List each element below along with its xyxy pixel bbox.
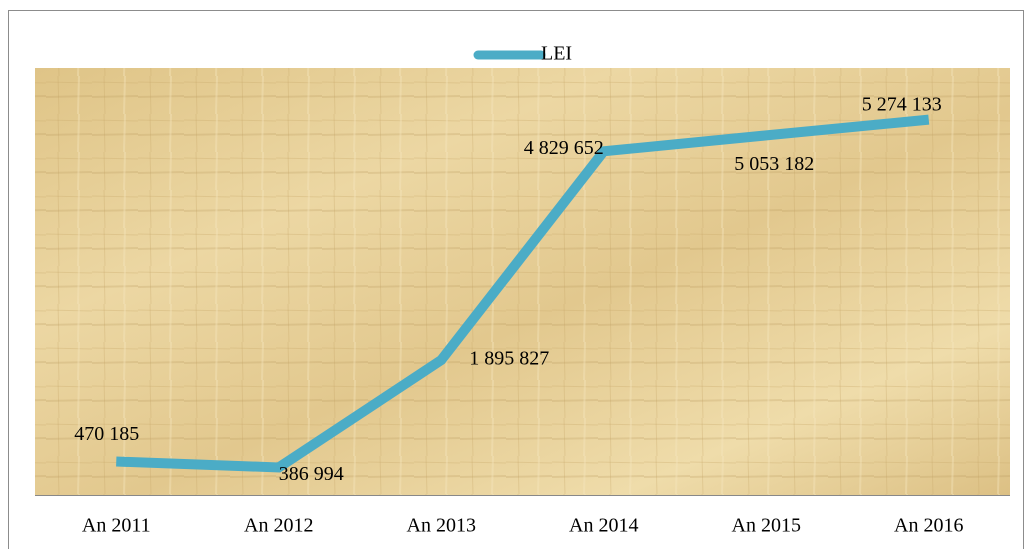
x-tick-label: An 2012 [244, 515, 313, 537]
data-label: 4 829 652 [524, 137, 604, 159]
data-label: 1 895 827 [469, 348, 549, 370]
x-tick-label: An 2015 [732, 515, 801, 537]
x-tick-label: An 2016 [894, 515, 963, 537]
legend-label: LEI [541, 43, 572, 65]
x-tick-label: An 2013 [407, 515, 476, 537]
x-tick-label: An 2014 [569, 515, 638, 537]
x-tick-label: An 2011 [82, 515, 151, 537]
data-label: 5 053 182 [734, 153, 814, 175]
data-label: 470 185 [74, 423, 139, 445]
plot-texture [35, 68, 1010, 495]
series-line [116, 114, 930, 473]
data-label: 386 994 [279, 463, 344, 485]
data-label: 5 274 133 [862, 93, 942, 115]
